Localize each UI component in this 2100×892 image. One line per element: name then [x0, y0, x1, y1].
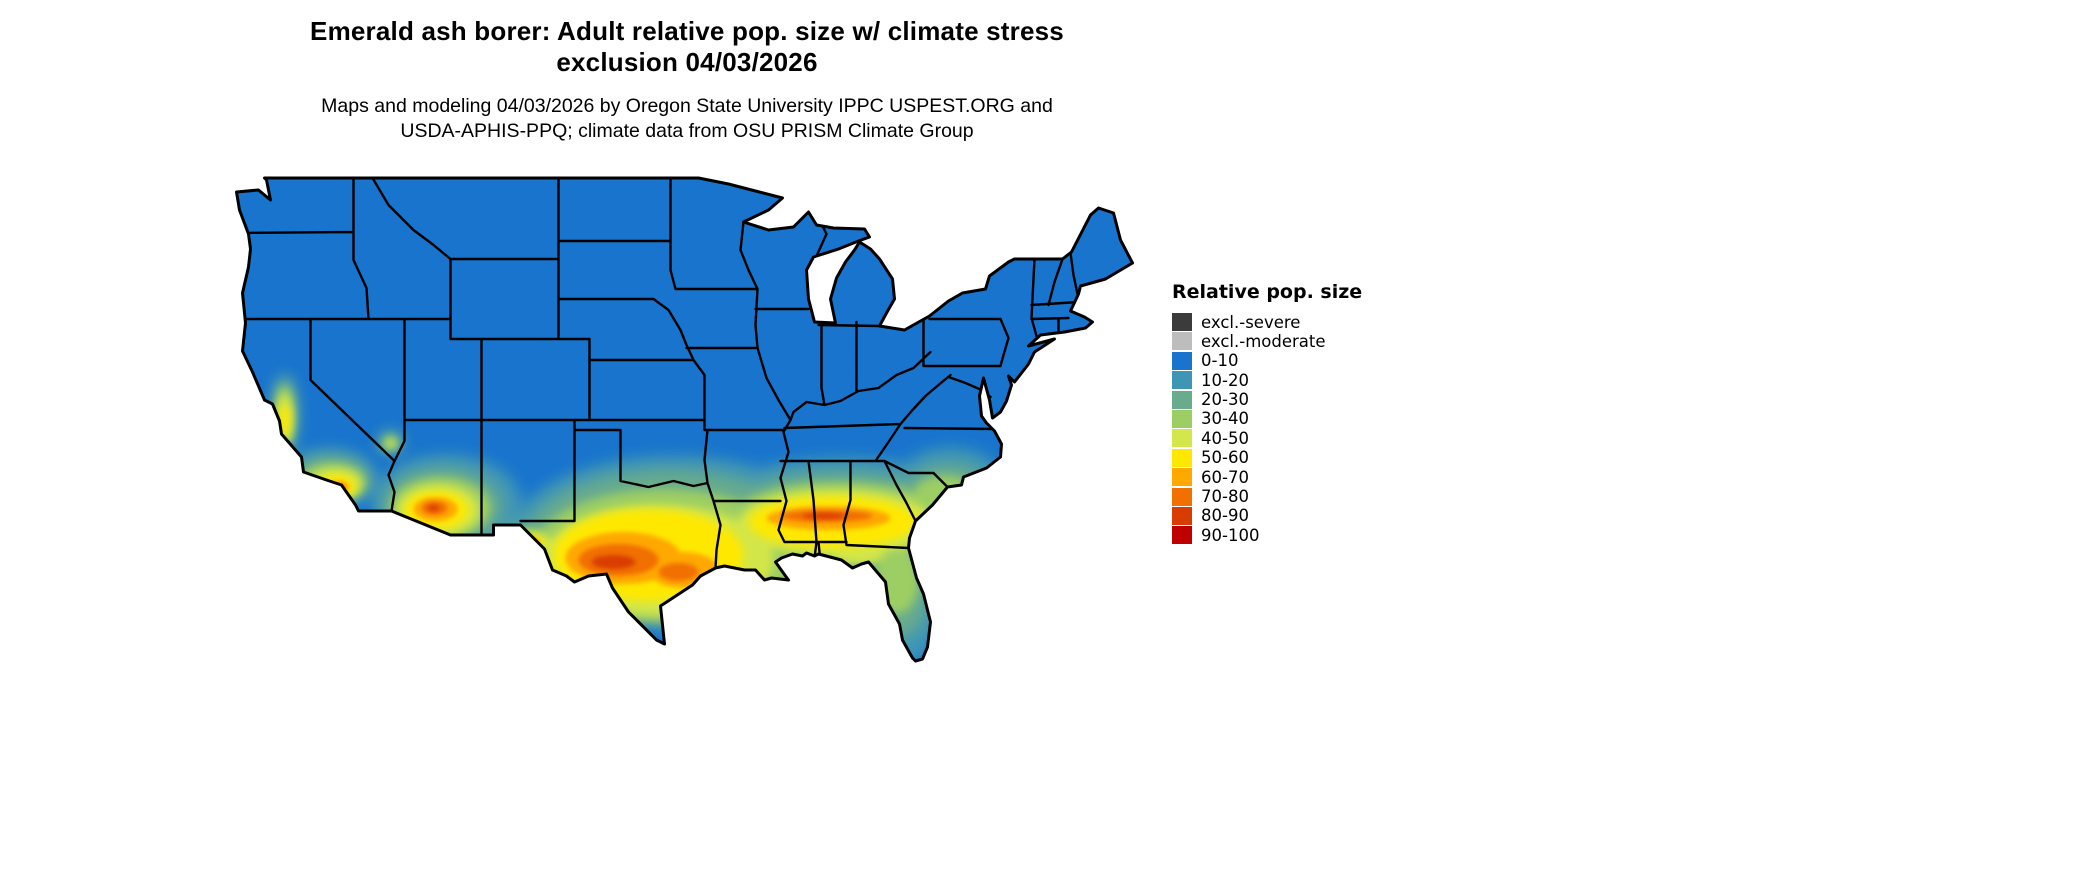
figure-title-line1: Emerald ash borer: Adult relative pop. s… [310, 16, 1064, 46]
legend-item: 80-90 [1172, 506, 1362, 526]
us-map-svg [235, 176, 1134, 663]
legend-item: excl.-moderate [1172, 331, 1362, 351]
legend-swatch [1172, 332, 1192, 351]
legend-label: 90-100 [1201, 525, 1260, 545]
legend-label: 80-90 [1201, 506, 1249, 526]
legend-item: 10-20 [1172, 370, 1362, 390]
legend-swatch [1172, 487, 1192, 506]
figure-subtitle-line2: USDA-APHIS-PPQ; climate data from OSU PR… [400, 120, 974, 142]
legend-label: 30-40 [1201, 409, 1249, 429]
legend-item: 90-100 [1172, 525, 1362, 545]
legend-label: excl.-moderate [1201, 331, 1326, 351]
legend-swatch [1172, 409, 1192, 428]
legend-item: 40-50 [1172, 428, 1362, 448]
legend-label: 60-70 [1201, 467, 1249, 487]
legend-label: 20-30 [1201, 390, 1249, 410]
legend-label: 50-60 [1201, 448, 1249, 468]
legend-item: 60-70 [1172, 467, 1362, 487]
legend-label: 70-80 [1201, 487, 1249, 507]
legend-item: 50-60 [1172, 448, 1362, 468]
us-map [228, 170, 1144, 670]
legend-swatch [1172, 526, 1192, 545]
figure-subtitle: Maps and modeling 04/03/2026 by Oregon S… [0, 94, 1374, 144]
legend-item: 70-80 [1172, 487, 1362, 507]
legend-swatch [1172, 313, 1192, 331]
legend-swatch [1172, 448, 1192, 467]
figure-subtitle-line1: Maps and modeling 04/03/2026 by Oregon S… [321, 95, 1053, 117]
legend-swatch [1172, 506, 1192, 525]
legend-label: excl.-severe [1201, 312, 1301, 332]
legend-swatch [1172, 351, 1192, 370]
legend-swatch [1172, 468, 1192, 487]
figure-title-line2: exclusion 04/03/2026 [556, 47, 818, 77]
legend: Relative pop. size excl.-severe excl.-mod… [1172, 281, 1362, 546]
legend-item: 20-30 [1172, 390, 1362, 410]
legend-title: Relative pop. size [1172, 281, 1363, 303]
state-borders [236, 178, 1080, 570]
legend-item: 30-40 [1172, 409, 1362, 429]
us-outline [235, 176, 1134, 663]
legend-label: 10-20 [1201, 370, 1249, 390]
legend-label: 0-10 [1201, 351, 1239, 371]
legend-label: 40-50 [1201, 428, 1249, 448]
legend-swatch [1172, 371, 1192, 390]
legend-swatch [1172, 390, 1192, 409]
legend-swatch [1172, 429, 1192, 448]
legend-items: excl.-severe excl.-moderate 0-10 10-20 20-30… [1172, 312, 1362, 545]
legend-item: excl.-severe [1172, 312, 1362, 332]
legend-item: 0-10 [1172, 351, 1362, 371]
figure-header: Emerald ash borer: Adult relative pop. s… [0, 16, 1374, 144]
